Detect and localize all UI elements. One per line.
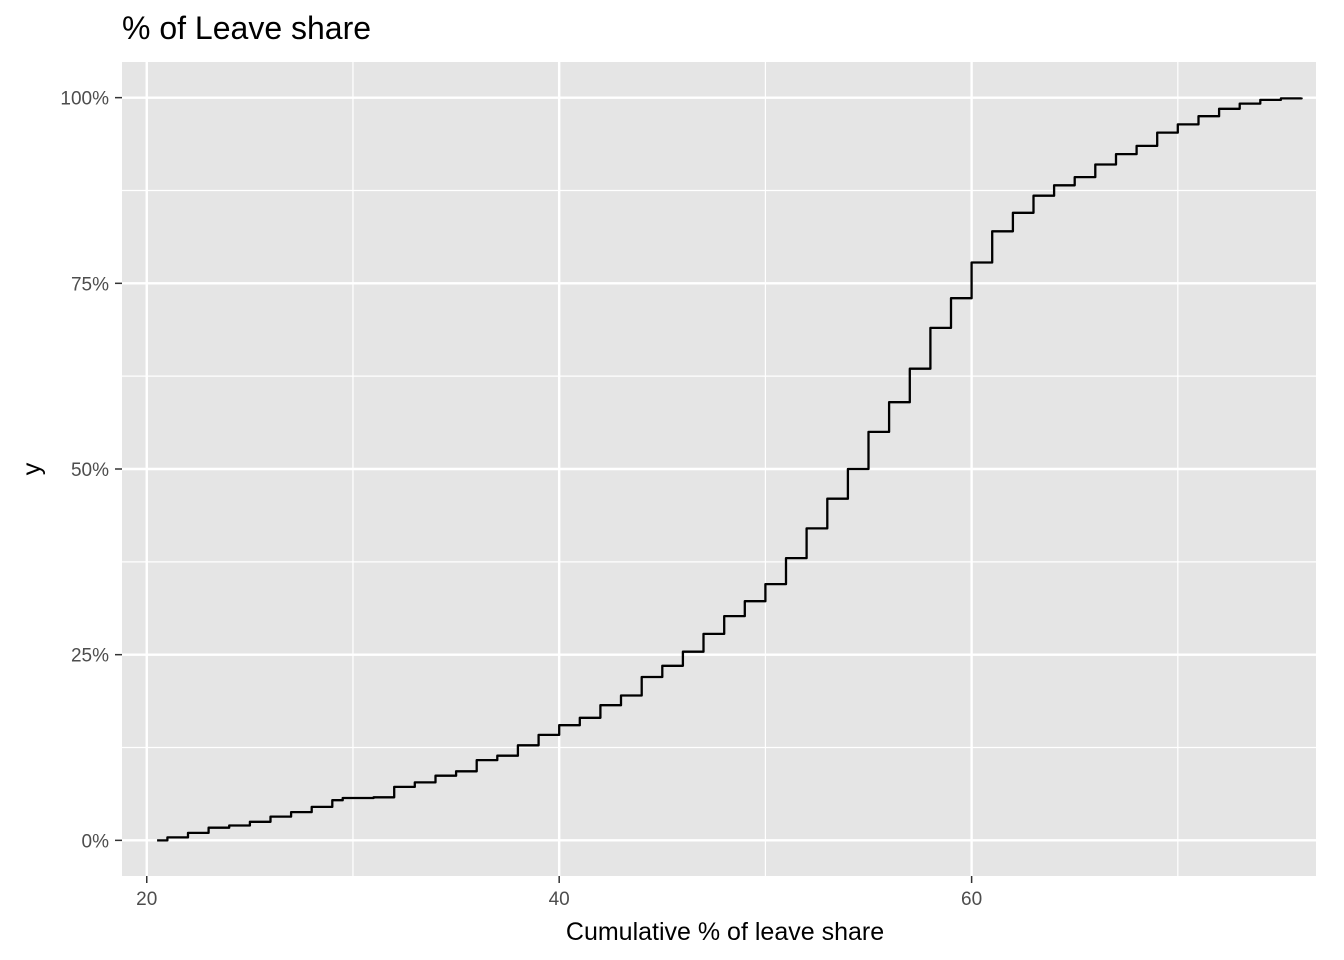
y-tick-label: 75% bbox=[71, 274, 109, 295]
grid-major bbox=[122, 62, 1316, 876]
ecdf-line bbox=[157, 97, 1303, 842]
x-tick-label: 20 bbox=[136, 889, 157, 910]
y-tick-label: 0% bbox=[82, 831, 110, 852]
x-tick-label: 60 bbox=[961, 889, 982, 910]
x-axis-title: Cumulative % of leave share bbox=[566, 918, 884, 946]
x-tick-label: 40 bbox=[549, 889, 570, 910]
y-tick-label: 25% bbox=[71, 646, 109, 667]
y-tick-label: 50% bbox=[71, 460, 109, 481]
y-tick-label: 100% bbox=[60, 89, 109, 110]
x-axis: 20 40 60 bbox=[136, 876, 982, 910]
y-axis-title: y bbox=[18, 462, 46, 475]
y-axis: 0% 25% 50% 75% 100% bbox=[60, 89, 122, 852]
chart-title: % of Leave share bbox=[122, 10, 371, 46]
